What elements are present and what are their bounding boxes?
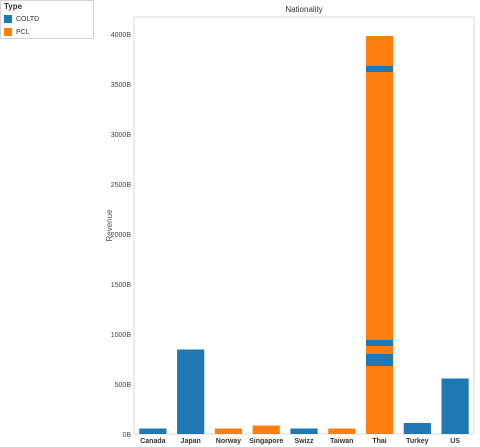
chart-title: Nationality	[285, 5, 322, 14]
bar-segment-pcl	[252, 425, 280, 434]
legend-title: Type	[4, 2, 23, 11]
bar-segment-pcl	[365, 72, 394, 340]
y-tick-label: 2000B	[111, 232, 132, 239]
x-tick-label: Singapore	[249, 438, 283, 445]
x-tick-label: Swizz	[294, 438, 314, 445]
bar-segment-coltd	[177, 349, 205, 434]
bar-segment-pcl	[365, 366, 394, 434]
bar-segment-pcl	[365, 346, 394, 354]
legend-label-coltd: COLTD	[16, 15, 40, 23]
bar-segment-coltd	[290, 428, 318, 434]
y-axis-label: Revenue	[105, 209, 114, 242]
y-tick-label: 3000B	[111, 132, 132, 139]
x-tick-label: Turkey	[406, 438, 429, 445]
bar-segment-pcl	[328, 428, 356, 434]
bar-segment-coltd	[365, 354, 394, 366]
bar-segment-coltd	[365, 66, 394, 72]
x-tick-label: Canada	[140, 438, 165, 445]
y-tick-label: 2500B	[111, 182, 132, 189]
x-tick-label: Taiwan	[330, 438, 353, 445]
y-tick-label: 1000B	[111, 332, 132, 339]
legend: Type COLTD PCL	[0, 0, 94, 39]
bar-segment-pcl	[365, 36, 394, 66]
bar-segment-coltd	[139, 428, 167, 434]
x-tick-label: US	[450, 438, 460, 445]
bar-segment-coltd	[441, 378, 469, 434]
x-tick-label: Thai	[372, 438, 386, 445]
y-tick-label: 4000B	[111, 32, 132, 39]
bar-segment-coltd	[403, 423, 431, 434]
y-tick-label: 0B	[122, 432, 131, 439]
y-tick-label: 1500B	[111, 282, 132, 289]
legend-item-coltd[interactable]: COLTD	[4, 14, 39, 24]
bar-segment-pcl	[214, 428, 243, 434]
legend-item-pcl[interactable]: PCL	[4, 27, 30, 37]
x-tick-label: Norway	[216, 438, 241, 445]
y-tick-label: 500B	[115, 382, 132, 389]
y-tick-label: 3500B	[111, 82, 132, 89]
x-tick-label: Japan	[181, 438, 201, 445]
legend-label-pcl: PCL	[16, 28, 30, 36]
legend-swatch-pcl	[4, 28, 12, 36]
legend-swatch-coltd	[4, 15, 12, 23]
bar-segment-coltd	[365, 340, 394, 346]
